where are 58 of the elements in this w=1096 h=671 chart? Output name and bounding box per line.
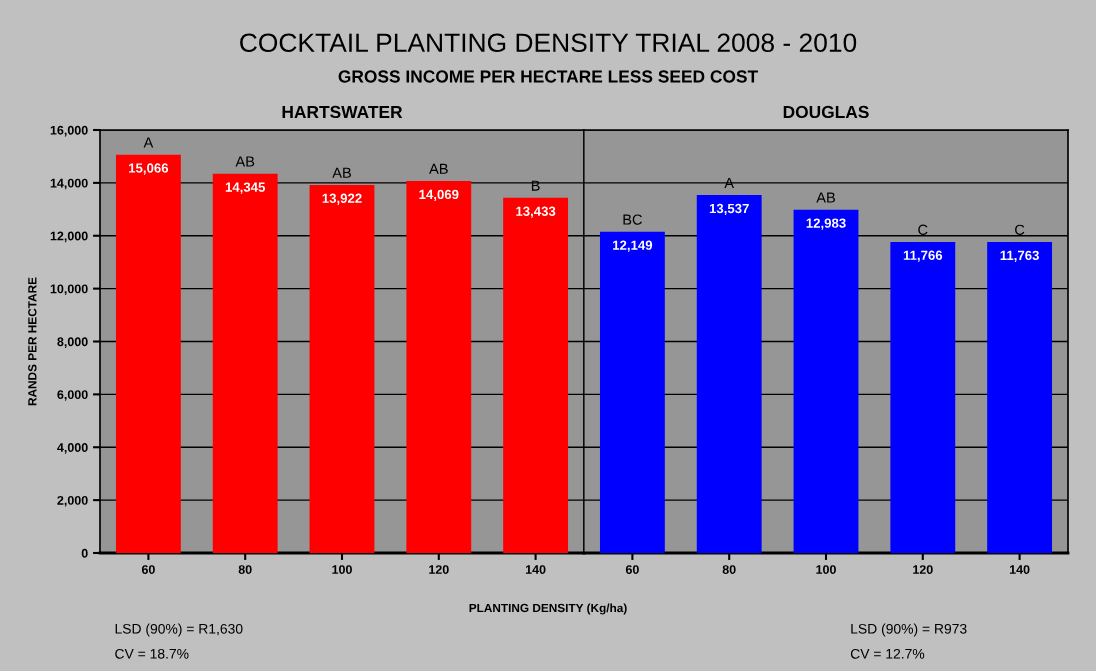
x-axis-title: PLANTING DENSITY (Kg/ha) [469, 603, 627, 615]
y-tick-label: 12,000 [50, 231, 88, 243]
y-tick-label: 2,000 [57, 495, 88, 507]
chart-title: COCKTAIL PLANTING DENSITY TRIAL 2008 - 2010 [240, 33, 857, 53]
y-tick-label: 14,000 [50, 178, 88, 190]
y-tick-label: 4,000 [57, 443, 88, 454]
text: CV = 12.7% [850, 648, 925, 659]
annotation: BC [623, 214, 642, 225]
data-label: 12,149 [613, 240, 653, 252]
y-tick-label: 0 [81, 548, 88, 558]
y-axis-title: RANDS PER HECTARE [28, 277, 37, 406]
data-label: 12,983 [806, 218, 846, 230]
bar [115, 154, 181, 553]
annotation: C [1015, 224, 1025, 235]
data-label: 11,763 [1000, 250, 1039, 262]
data-label: 15,066 [129, 163, 169, 175]
y-tick-label: 8,000 [57, 337, 88, 348]
x-tick-label: 140 [525, 565, 546, 574]
annotation: A [143, 137, 154, 148]
y-tick-label: 16,000 [50, 125, 88, 137]
x-tick-label: 60 [141, 565, 155, 574]
annotation: AB [816, 192, 835, 203]
annotation: B [531, 180, 540, 191]
x-tick-label: 120 [429, 565, 449, 574]
bar [599, 231, 665, 553]
data-label: 14,345 [225, 182, 266, 194]
y-tick-label: 6,000 [57, 390, 88, 401]
text: CV = 18.7% [115, 648, 189, 659]
bar [793, 209, 859, 553]
bar [503, 197, 569, 553]
bar [212, 173, 278, 553]
text: HARTSWATER [282, 105, 403, 119]
text: LSD (90%) = R973 [851, 623, 967, 637]
data-label: 11,766 [903, 250, 943, 262]
bar [696, 195, 762, 553]
data-label: 14,069 [419, 189, 459, 201]
bar [406, 181, 472, 553]
bar [890, 241, 956, 553]
annotation: C [918, 224, 928, 235]
text: LSD (90%) = R1,630 [115, 623, 243, 637]
y-tick-label: 10,000 [50, 284, 88, 296]
text: DOUGLAS [783, 105, 869, 119]
x-tick-label: 120 [913, 565, 933, 574]
chart-subtitle: GROSS INCOME PER HECTARE LESS SEED COST [338, 70, 758, 83]
annotation: AB [235, 156, 255, 167]
data-label: 13,537 [709, 203, 749, 216]
x-tick-label: 80 [238, 565, 252, 574]
x-tick-label: 100 [816, 565, 836, 574]
bar [309, 184, 375, 553]
x-tick-label: 80 [722, 565, 736, 574]
x-tick-label: 60 [625, 565, 639, 574]
annotation: AB [429, 163, 448, 174]
x-tick-label: 100 [332, 565, 352, 574]
bar [987, 242, 1053, 553]
data-label: 13,433 [516, 206, 556, 218]
annotation: AB [332, 167, 351, 178]
x-tick-label: 140 [1009, 565, 1030, 574]
data-label: 13,922 [322, 193, 362, 205]
